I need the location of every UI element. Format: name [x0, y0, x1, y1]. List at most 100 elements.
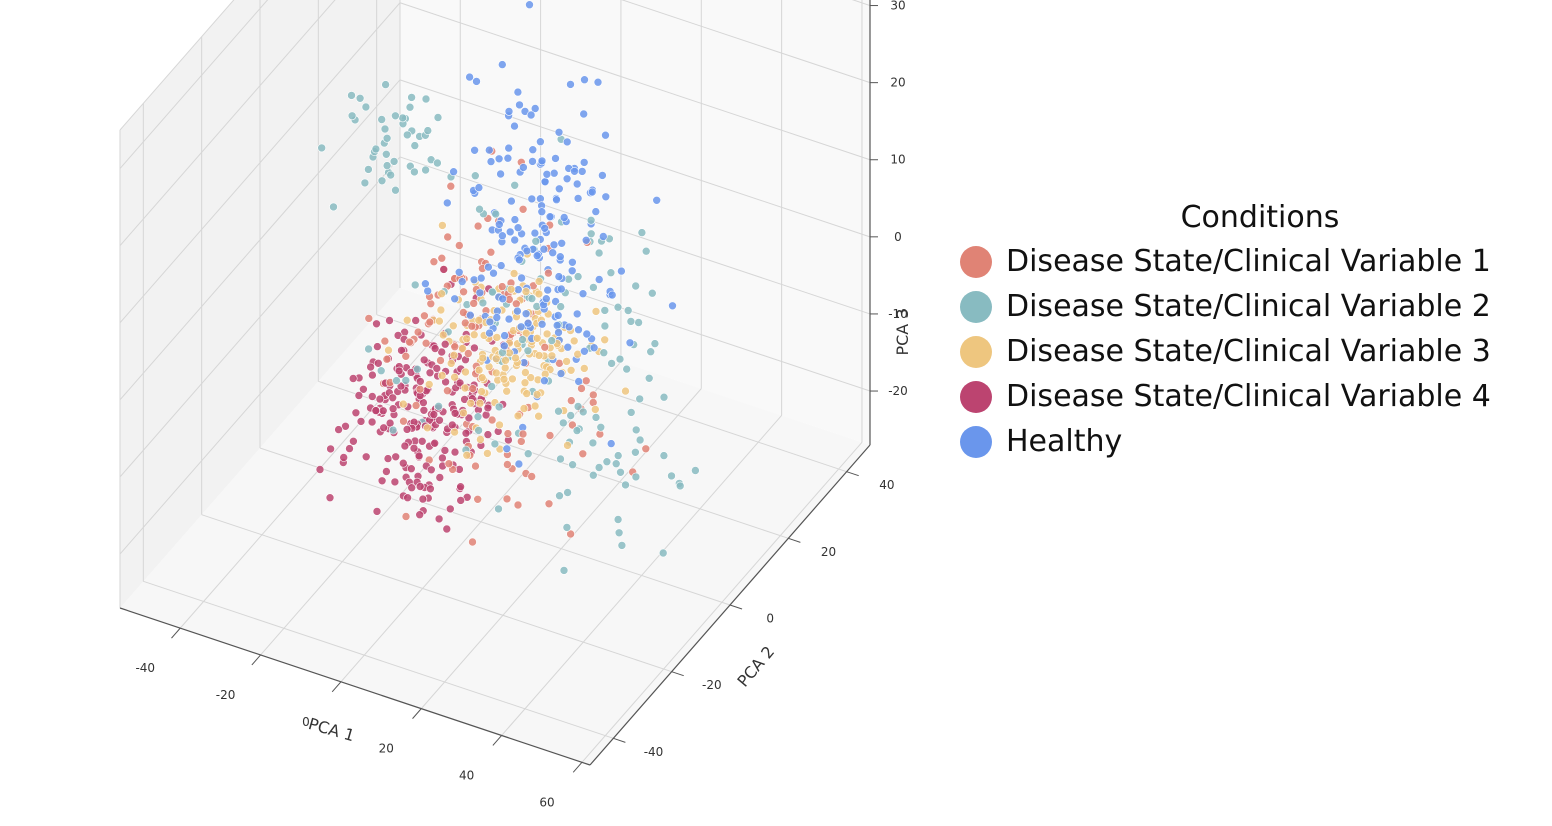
data-point — [523, 318, 533, 328]
data-point — [406, 464, 416, 474]
data-point — [577, 384, 586, 393]
data-point — [631, 425, 641, 435]
y-tick — [788, 537, 801, 543]
data-point — [659, 451, 669, 460]
x-axis-line — [119, 607, 591, 766]
data-point — [579, 364, 589, 373]
data-point — [514, 255, 524, 265]
data-point — [522, 246, 532, 256]
data-point — [421, 94, 431, 104]
data-point — [563, 441, 572, 450]
data-point — [367, 417, 377, 427]
data-point — [519, 404, 529, 413]
x-tick-label: -40 — [135, 661, 155, 675]
data-point — [360, 178, 370, 188]
data-point — [486, 157, 496, 166]
data-point — [382, 467, 391, 476]
pane-edge — [119, 0, 235, 131]
data-point — [473, 494, 483, 504]
data-point — [523, 449, 533, 459]
data-point — [394, 366, 404, 376]
data-point — [400, 441, 410, 451]
data-point — [494, 504, 503, 514]
data-point — [469, 275, 479, 285]
data-point — [381, 150, 391, 159]
data-point — [434, 401, 443, 411]
data-point — [496, 261, 506, 270]
data-point — [491, 209, 501, 219]
data-point — [460, 383, 470, 393]
data-point — [377, 176, 387, 186]
data-point — [423, 423, 432, 433]
data-point — [359, 384, 368, 394]
data-point — [450, 372, 459, 382]
x-tick — [251, 654, 261, 666]
data-point — [598, 171, 607, 180]
data-point — [436, 356, 445, 365]
legend-swatch — [960, 290, 992, 323]
data-point — [521, 287, 531, 296]
data-point — [402, 425, 412, 434]
data-point — [528, 157, 537, 166]
data-point — [526, 110, 536, 120]
data-point — [536, 194, 545, 203]
data-point — [554, 128, 564, 137]
data-point — [426, 465, 436, 475]
data-point — [563, 342, 573, 352]
data-point — [397, 346, 406, 355]
data-point — [551, 297, 560, 306]
data-point — [517, 273, 526, 283]
data-point — [617, 541, 627, 550]
data-point — [384, 345, 393, 355]
data-point — [559, 566, 569, 575]
x-tick-label: -20 — [216, 688, 236, 702]
data-point — [594, 248, 604, 258]
legend-label: Disease State/Clinical Variable 2 — [1006, 289, 1491, 324]
data-point — [652, 196, 662, 205]
data-point — [435, 415, 444, 425]
data-point — [626, 408, 636, 417]
data-point — [429, 410, 439, 419]
data-point — [547, 351, 557, 361]
data-point — [513, 306, 522, 316]
y-axis-label: PCA 2 — [733, 642, 778, 690]
data-point — [349, 436, 358, 446]
data-point — [569, 336, 579, 346]
data-point — [599, 348, 609, 358]
data-point — [527, 194, 537, 204]
data-point — [606, 268, 616, 278]
z-tick-label: 20 — [890, 76, 905, 90]
data-point — [502, 444, 512, 454]
data-point — [465, 310, 475, 320]
data-point — [537, 319, 547, 329]
data-point — [494, 220, 504, 229]
data-point — [596, 422, 606, 432]
data-point — [474, 426, 483, 435]
data-point — [578, 449, 588, 459]
grid-z-left — [119, 156, 401, 478]
data-point — [415, 384, 425, 394]
data-point — [586, 229, 596, 239]
data-point — [489, 268, 498, 278]
grid-z-back — [621, 0, 871, 84]
data-point — [522, 389, 532, 398]
data-point — [413, 364, 422, 374]
legend-item: Disease State/Clinical Variable 3 — [960, 329, 1540, 374]
data-point — [389, 157, 399, 166]
data-point — [519, 163, 528, 172]
data-point — [477, 387, 486, 396]
data-point — [375, 394, 385, 404]
data-point — [548, 248, 558, 257]
data-point — [513, 223, 523, 232]
data-point — [566, 411, 576, 420]
data-point — [448, 321, 458, 331]
data-point — [442, 198, 452, 208]
data-point — [430, 438, 440, 448]
data-point — [347, 91, 356, 100]
data-point — [429, 257, 439, 267]
data-point — [513, 500, 523, 510]
data-point — [537, 156, 547, 166]
data-point — [407, 483, 417, 493]
data-point — [373, 342, 382, 351]
data-point — [410, 141, 420, 150]
